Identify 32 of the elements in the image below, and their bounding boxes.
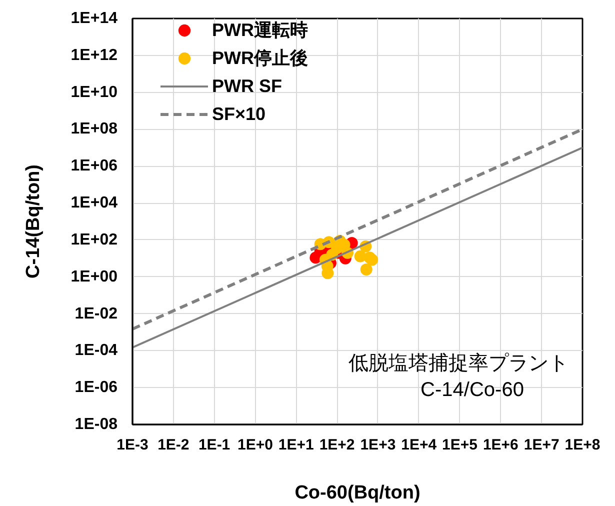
x-tick-label: 1E+8 (564, 436, 600, 454)
y-tick-label: 1E+06 (70, 158, 118, 175)
y-tick-label: 1E-08 (74, 416, 118, 433)
legend-label: PWR運転時 (212, 19, 308, 42)
y-tick-label: 1E+12 (70, 46, 118, 64)
y-tick-label: 1E+04 (70, 194, 118, 212)
x-tick-label: 1E+7 (524, 436, 560, 454)
x-tick-label: 1E+4 (401, 436, 438, 454)
legend-label: SF×10 (212, 102, 266, 126)
x-tick-label: 1E+2 (319, 436, 355, 454)
y-tick-label: 1E+02 (70, 231, 118, 248)
y-tick-label: 1E-02 (74, 305, 118, 322)
y-tick-label: 1E+14 (70, 10, 118, 27)
y-tick-label: 1E-04 (74, 342, 118, 360)
annotation: 低脱塩塔捕捉率プラント (348, 352, 568, 375)
x-tick-label: 1E+6 (482, 436, 518, 454)
x-tick-label: 1E-3 (116, 436, 148, 454)
x-tick-label: 1E+5 (442, 436, 478, 454)
y-tick-label: 1E-06 (74, 379, 118, 396)
annotation: C-14/Co-60 (420, 378, 524, 401)
legend-label: PWR SF (212, 74, 282, 98)
legend-label: PWR停止後 (212, 47, 308, 70)
x-tick-label: 1E-2 (158, 436, 190, 454)
y-axis-title: C-14(Bq/ton) (22, 164, 44, 278)
x-tick-label: 1E+1 (278, 436, 314, 454)
y-tick-label: 1E+08 (70, 120, 118, 138)
y-tick-label: 1E+10 (70, 84, 118, 101)
x-tick-label: 1E+3 (360, 436, 396, 454)
x-tick-label: 1E-1 (198, 436, 230, 454)
y-tick-label: 1E+00 (70, 268, 118, 286)
x-tick-label: 1E+0 (238, 436, 273, 454)
x-axis-title: Co-60(Bq/ton) (294, 482, 420, 504)
